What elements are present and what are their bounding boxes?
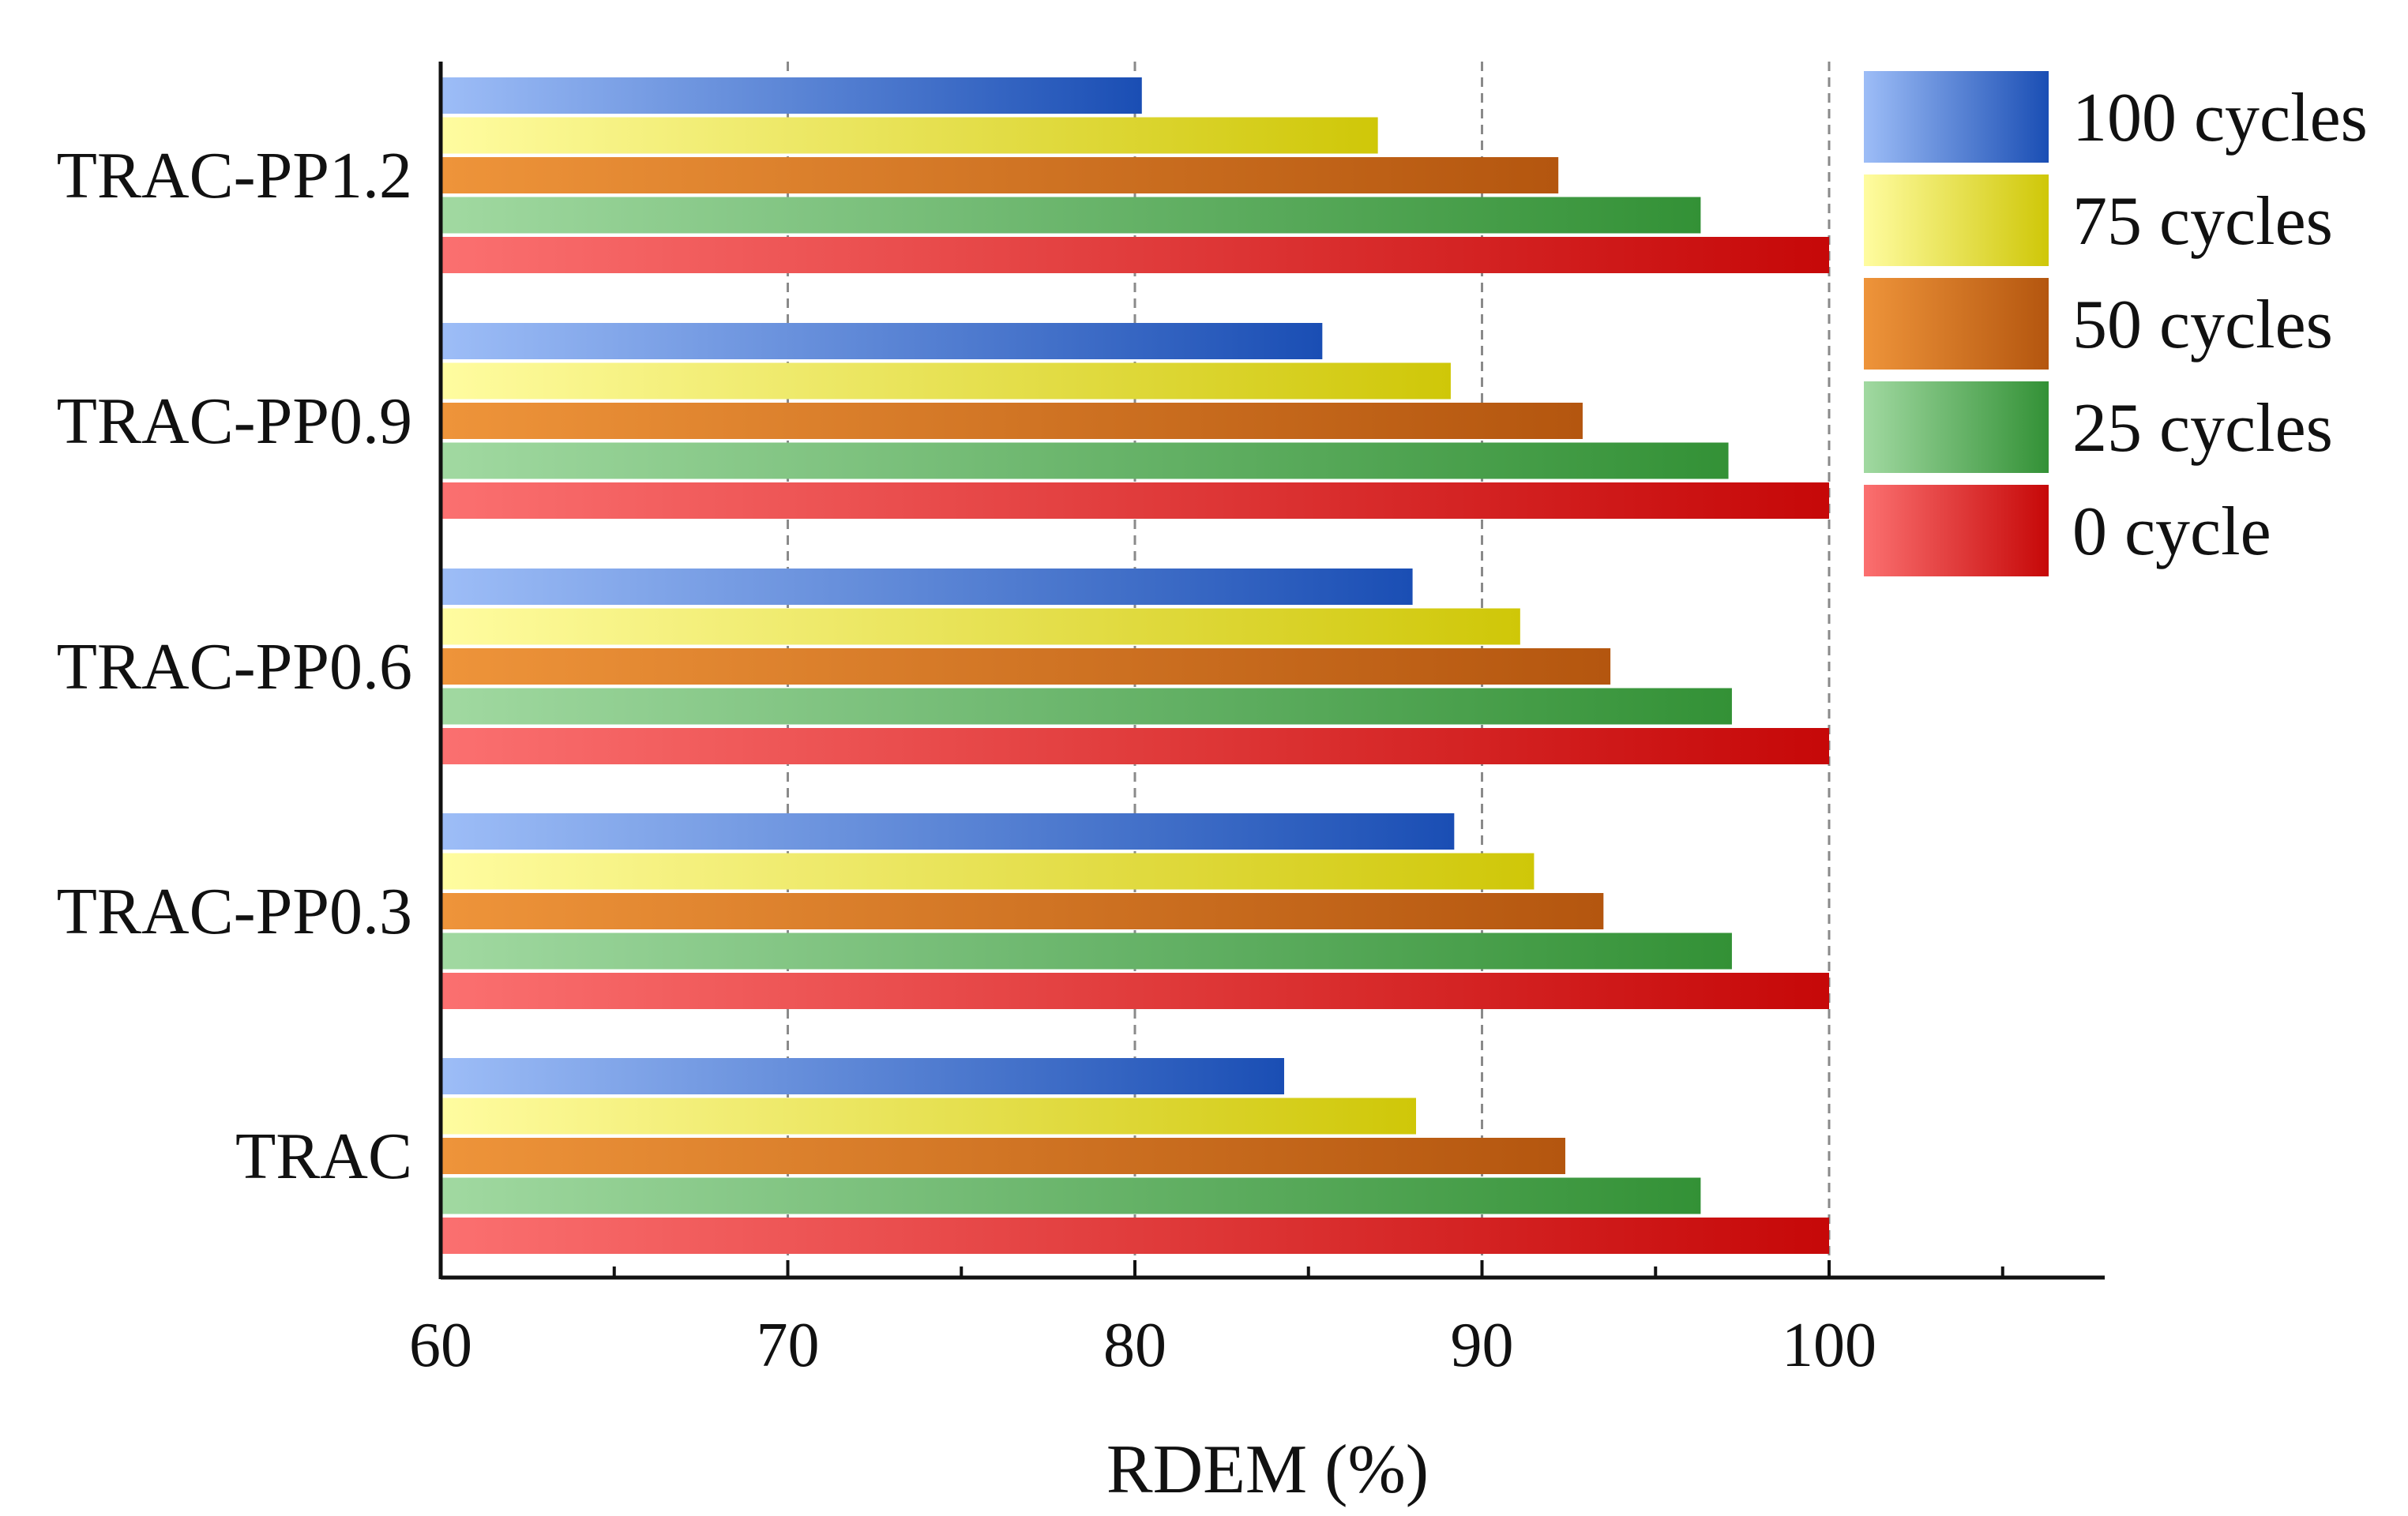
bar-50-cycles-TRAC-PP1.2 [441,157,1559,193]
bar-0-cycle-TRAC-PP0.9 [441,482,1829,519]
category-label: TRAC-PP0.3 [57,875,412,948]
bar-25-cycles-TRAC [441,1177,1701,1214]
x-tick-label: 90 [1451,1311,1514,1380]
bar-25-cycles-TRAC-PP1.2 [441,197,1701,234]
bar-75-cycles-TRAC [441,1098,1416,1135]
bar-75-cycles-TRAC-PP0.9 [441,362,1451,400]
bar-50-cycles-TRAC-PP0.9 [441,403,1583,439]
x-tick-label: 60 [409,1311,472,1380]
bar-50-cycles-TRAC-PP0.6 [441,648,1611,685]
bar-50-cycles-TRAC-PP0.3 [441,893,1604,929]
legend-label: 75 cycles [2072,183,2333,260]
legend: 100 cycles 75 cycles 50 cycles 25 cycles 0 c… [1864,71,2368,576]
legend-label: 100 cycles [2072,80,2368,156]
x-tick-label: 80 [1103,1311,1166,1380]
legend-swatch [1864,174,2049,266]
category-label: TRAC [235,1120,412,1193]
bar-25-cycles-TRAC-PP0.9 [441,442,1729,479]
labels: TRAC-PP1.2 TRAC-PP0.9 TRAC-PP0.6 TRAC-PP0.3… [57,139,1876,1380]
bar-75-cycles-TRAC-PP0.3 [441,853,1535,890]
bar-25-cycles-TRAC-PP0.6 [441,688,1732,725]
bar-100-cycles-TRAC-PP0.3 [441,813,1455,850]
bar-0-cycle-TRAC-PP0.3 [441,973,1829,1009]
bar-75-cycles-TRAC-PP0.6 [441,608,1520,645]
bar-100-cycles-TRAC-PP0.9 [441,323,1323,359]
legend-swatch [1864,485,2049,576]
bar-25-cycles-TRAC-PP0.3 [441,932,1732,970]
category-label: TRAC-PP0.6 [57,630,412,704]
bar-0-cycle-TRAC-PP1.2 [441,237,1829,273]
bar-100-cycles-TRAC [441,1058,1284,1094]
axes [438,62,2105,1280]
x-tick-label: 100 [1782,1311,1876,1380]
legend-swatch [1864,71,2049,163]
bar-100-cycles-TRAC-PP1.2 [441,77,1142,114]
bar-100-cycles-TRAC-PP0.6 [441,568,1413,605]
bars [441,77,1829,1254]
bar-75-cycles-TRAC-PP1.2 [441,117,1378,154]
legend-label: 0 cycle [2072,493,2271,570]
legend-swatch [1864,381,2049,473]
category-label: TRAC-PP0.9 [57,385,412,458]
bar-0-cycle-TRAC [441,1218,1829,1254]
category-label: TRAC-PP1.2 [57,139,412,212]
legend-swatch [1864,278,2049,370]
bar-50-cycles-TRAC [441,1138,1565,1174]
legend-label: 25 cycles [2072,390,2333,467]
legend-label: 50 cycles [2072,287,2333,363]
x-tick-label: 70 [757,1311,820,1380]
x-axis-title: RDEM (%) [1106,1432,1429,1508]
bar-0-cycle-TRAC-PP0.6 [441,728,1829,764]
